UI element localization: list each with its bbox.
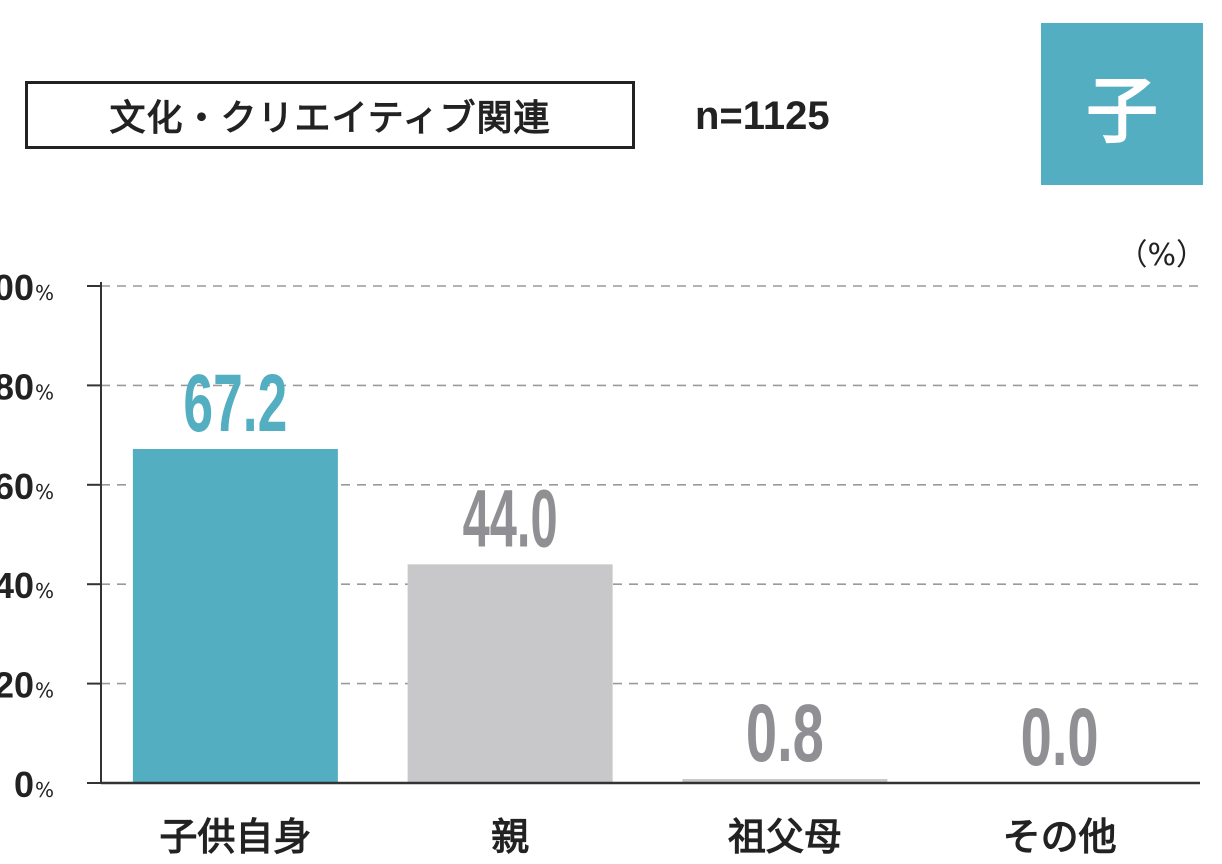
y-tick-label: 20% xyxy=(0,665,54,706)
bar xyxy=(407,564,613,783)
data-label: 0.0 xyxy=(1021,692,1099,783)
data-label: 0.8 xyxy=(746,688,824,779)
y-tick-label: 100% xyxy=(0,267,54,308)
category-label: その他 xyxy=(1003,815,1117,859)
y-tick-label: 40% xyxy=(0,565,54,606)
category-title: 文化・クリエイティブ関連 xyxy=(25,81,635,149)
category-label: 親 xyxy=(491,815,529,859)
bar xyxy=(132,449,338,783)
category-labels: 子供自身 親 祖父母 その他 xyxy=(159,815,1116,859)
category-label: 祖父母 xyxy=(728,815,842,859)
y-tick-label: 60% xyxy=(0,466,54,507)
respondent-badge: 子 xyxy=(1041,23,1203,185)
bars xyxy=(132,449,888,783)
category-label: 子供自身 xyxy=(159,815,311,859)
data-label: 44.0 xyxy=(463,473,558,564)
y-tick-label: 80% xyxy=(0,366,54,407)
y-axis-ticks: 0% 20% 40% 60% 80% 100% xyxy=(0,267,101,805)
data-labels: 67.2 44.0 0.8 0.0 xyxy=(183,358,1098,783)
bar xyxy=(682,779,888,783)
y-tick-label: 0% xyxy=(14,764,54,805)
unit-label: （%） xyxy=(1117,238,1206,273)
data-label: 67.2 xyxy=(183,358,287,449)
sample-size: n=1125 xyxy=(695,93,830,138)
